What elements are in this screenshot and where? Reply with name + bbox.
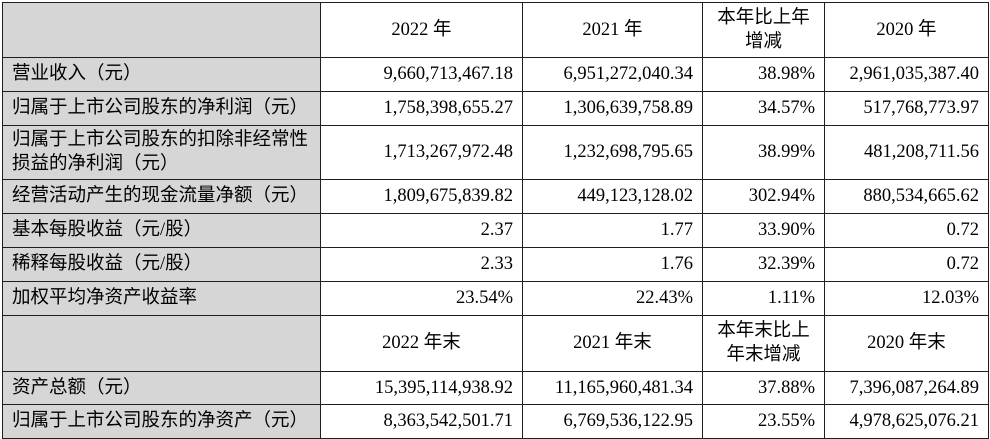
- metric-value-2020: 0.72: [824, 246, 989, 282]
- column-header-2021-end: 2021 年末: [522, 314, 703, 372]
- metric-label: 基本每股收益（元/股）: [2, 212, 321, 248]
- metric-row-net-profit: 归属于上市公司股东的净利润（元） 1,758,398,655.27 1,306,…: [2, 91, 989, 126]
- metric-value-2022: 2.37: [320, 212, 523, 248]
- metric-value-yoy: 23.55%: [702, 403, 825, 439]
- metric-value-2021: 1.76: [522, 246, 703, 282]
- metric-value-2020: 12.03%: [824, 280, 989, 316]
- column-header-2020: 2020 年: [824, 2, 989, 58]
- column-header-2021: 2021 年: [522, 2, 703, 58]
- metric-row-weighted-avg-roe: 加权平均净资产收益率 23.54% 22.43% 1.11% 12.03%: [2, 280, 989, 316]
- metric-value-2021: 6,951,272,040.34: [522, 57, 703, 92]
- column-header-yoy-change: 本年比上年增减: [702, 2, 825, 58]
- metric-value-2022: 1,713,267,972.48: [320, 125, 523, 180]
- metric-value-2022: 23.54%: [320, 280, 523, 316]
- metric-value-2020: 481,208,711.56: [824, 125, 989, 180]
- metric-value-2020: 880,534,665.62: [824, 178, 989, 214]
- metric-value-yoy: 302.94%: [702, 178, 825, 214]
- period-header-row-year-end: 2022 年末 2021 年末 本年末比上年末增减 2020 年末: [2, 314, 989, 372]
- header-corner-cell: [2, 314, 321, 372]
- metric-value-2020: 0.72: [824, 212, 989, 248]
- metric-value-yoy: 34.57%: [702, 91, 825, 126]
- metric-row-revenue: 营业收入（元） 9,660,713,467.18 6,951,272,040.3…: [2, 57, 989, 92]
- metric-value-2021: 1,306,639,758.89: [522, 91, 703, 126]
- metric-row-diluted-eps: 稀释每股收益（元/股） 2.33 1.76 32.39% 0.72: [2, 246, 989, 282]
- metric-label: 经营活动产生的现金流量净额（元）: [2, 178, 321, 214]
- metric-value-2020: 7,396,087,264.89: [824, 370, 989, 405]
- metric-label: 加权平均净资产收益率: [2, 280, 321, 316]
- metric-label: 营业收入（元）: [2, 57, 321, 92]
- metric-value-2021: 1,232,698,795.65: [522, 125, 703, 180]
- metric-value-2020: 2,961,035,387.40: [824, 57, 989, 92]
- metric-row-basic-eps: 基本每股收益（元/股） 2.37 1.77 33.90% 0.72: [2, 212, 989, 248]
- header-corner-cell: [2, 2, 321, 58]
- column-header-yoy-end-change: 本年末比上年末增减: [702, 314, 825, 372]
- metric-label: 归属于上市公司股东的净利润（元）: [2, 91, 321, 126]
- metric-value-2022: 1,809,675,839.82: [320, 178, 523, 214]
- metric-label: 资产总额（元）: [2, 370, 321, 405]
- column-header-2022: 2022 年: [320, 2, 523, 58]
- metric-value-yoy: 38.99%: [702, 125, 825, 180]
- metric-value-yoy: 1.11%: [702, 280, 825, 316]
- column-header-2022-end: 2022 年末: [320, 314, 523, 372]
- metric-value-2020: 517,768,773.97: [824, 91, 989, 126]
- metric-value-2022: 15,395,114,938.92: [320, 370, 523, 405]
- metric-label: 归属于上市公司股东的净资产（元）: [2, 403, 321, 439]
- metric-value-2021: 11,165,960,481.34: [522, 370, 703, 405]
- metric-value-2020: 4,978,625,076.21: [824, 403, 989, 439]
- metric-value-yoy: 32.39%: [702, 246, 825, 282]
- period-header-row-annual: 2022 年 2021 年 本年比上年增减 2020 年: [2, 2, 989, 58]
- metric-value-yoy: 33.90%: [702, 212, 825, 248]
- metric-value-2021: 449,123,128.02: [522, 178, 703, 214]
- metric-row-net-profit-excl-nonrecurring: 归属于上市公司股东的扣除非经常性损益的净利润（元） 1,713,267,972.…: [2, 125, 989, 180]
- column-header-2020-end: 2020 年末: [824, 314, 989, 372]
- metric-value-yoy: 38.98%: [702, 57, 825, 92]
- metric-label: 归属于上市公司股东的扣除非经常性损益的净利润（元）: [2, 125, 321, 180]
- metric-value-2022: 2.33: [320, 246, 523, 282]
- metric-value-2022: 9,660,713,467.18: [320, 57, 523, 92]
- metric-value-2022: 1,758,398,655.27: [320, 91, 523, 126]
- metric-row-total-assets: 资产总额（元） 15,395,114,938.92 11,165,960,481…: [2, 370, 989, 405]
- metric-value-2021: 22.43%: [522, 280, 703, 316]
- metric-label: 稀释每股收益（元/股）: [2, 246, 321, 282]
- metric-value-2021: 1.77: [522, 212, 703, 248]
- metric-row-operating-cash-flow: 经营活动产生的现金流量净额（元） 1,809,675,839.82 449,12…: [2, 178, 989, 214]
- metric-value-2021: 6,769,536,122.95: [522, 403, 703, 439]
- metric-row-net-assets: 归属于上市公司股东的净资产（元） 8,363,542,501.71 6,769,…: [2, 403, 989, 439]
- metric-value-2022: 8,363,542,501.71: [320, 403, 523, 439]
- metric-value-yoy: 37.88%: [702, 370, 825, 405]
